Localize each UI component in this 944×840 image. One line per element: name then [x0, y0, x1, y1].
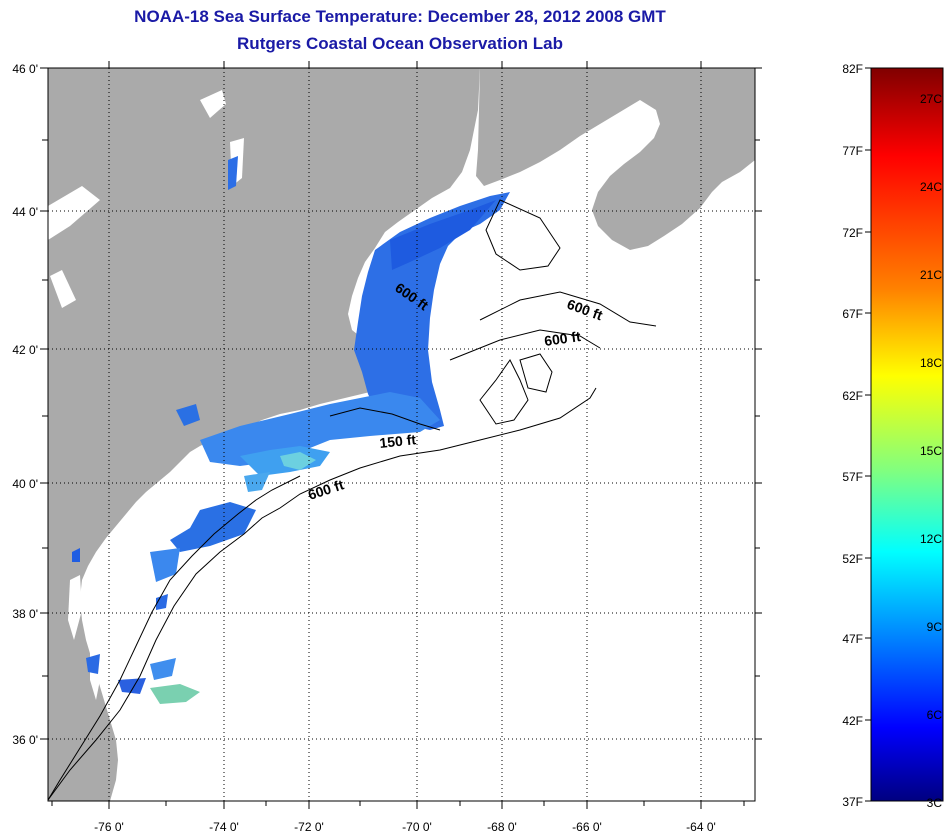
land-mainland: [48, 68, 480, 801]
colorbar-f-label: 47F: [842, 632, 863, 646]
latitude-labels: 46 0' 44 0' 42 0' 40 0' 38 0' 36 0': [12, 62, 38, 747]
colorbar-f-label: 62F: [842, 389, 863, 403]
lat-label: 36 0': [12, 733, 38, 747]
colorbar-c-label: 24C: [920, 180, 942, 194]
colorbar-f-label: 72F: [842, 226, 863, 240]
colorbar-c-label: 12C: [920, 532, 942, 546]
lon-label: -64 0': [686, 820, 716, 834]
colorbar-f-labels: 82F 77F 72F 67F 62F 57F 52F 47F 42F 37F: [842, 62, 863, 809]
lat-label: 44 0': [12, 205, 38, 219]
colorbar-f-label: 57F: [842, 470, 863, 484]
map-subtitle: Rutgers Coastal Ocean Observation Lab: [237, 34, 563, 53]
colorbar-c-label: 6C: [927, 708, 943, 722]
lon-label: -76 0': [94, 820, 124, 834]
contour-label: 150 ft: [379, 431, 417, 451]
colorbar-f-label: 77F: [842, 144, 863, 158]
lat-label: 42 0': [12, 343, 38, 357]
colorbar-c-label: 15C: [920, 444, 942, 458]
lon-label: -72 0': [294, 820, 324, 834]
lat-label: 38 0': [12, 607, 38, 621]
colorbar-c-label: 21C: [920, 268, 942, 282]
contour-label: 600 ft: [543, 328, 582, 349]
colorbar-c-label: 9C: [927, 620, 943, 634]
colorbar-f-label: 42F: [842, 714, 863, 728]
lat-label: 46 0': [12, 62, 38, 76]
colorbar-c-label: 27C: [920, 92, 942, 106]
colorbar-c-label: 3C: [927, 796, 943, 810]
inland-lakes: [48, 90, 244, 700]
map-frame: [47, 67, 756, 802]
colorbar-f-label: 82F: [842, 62, 863, 76]
colorbar-f-label: 37F: [842, 795, 863, 809]
longitude-labels: -76 0' -74 0' -72 0' -70 0' -68 0' -66 0…: [94, 820, 716, 834]
map-ticks: [40, 61, 762, 809]
lon-label: -66 0': [572, 820, 602, 834]
colorbar: [870, 67, 944, 802]
colorbar-f-label: 52F: [842, 552, 863, 566]
land-nova-scotia: [476, 68, 755, 250]
sst-data: [72, 156, 510, 704]
lon-label: -74 0': [209, 820, 239, 834]
lat-label: 40 0': [12, 477, 38, 491]
colorbar-ticks: [865, 67, 871, 802]
lon-label: -68 0': [487, 820, 517, 834]
map-panel: [48, 68, 755, 801]
map-title: NOAA-18 Sea Surface Temperature: Decembe…: [134, 7, 666, 26]
colorbar-f-label: 67F: [842, 307, 863, 321]
colorbar-c-label: 18C: [920, 356, 942, 370]
colorbar-c-labels: 27C 24C 21C 18C 15C 12C 9C 6C 3C: [920, 92, 942, 810]
lon-label: -70 0': [402, 820, 432, 834]
